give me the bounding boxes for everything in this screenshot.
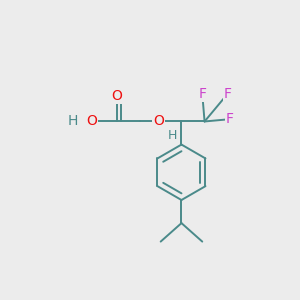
Text: H: H <box>68 115 78 128</box>
Text: F: F <box>226 112 234 126</box>
Text: H: H <box>167 129 177 142</box>
Text: F: F <box>224 87 232 101</box>
Text: F: F <box>198 87 206 101</box>
Text: O: O <box>86 115 97 128</box>
Text: O: O <box>153 115 164 128</box>
Text: O: O <box>111 89 122 103</box>
